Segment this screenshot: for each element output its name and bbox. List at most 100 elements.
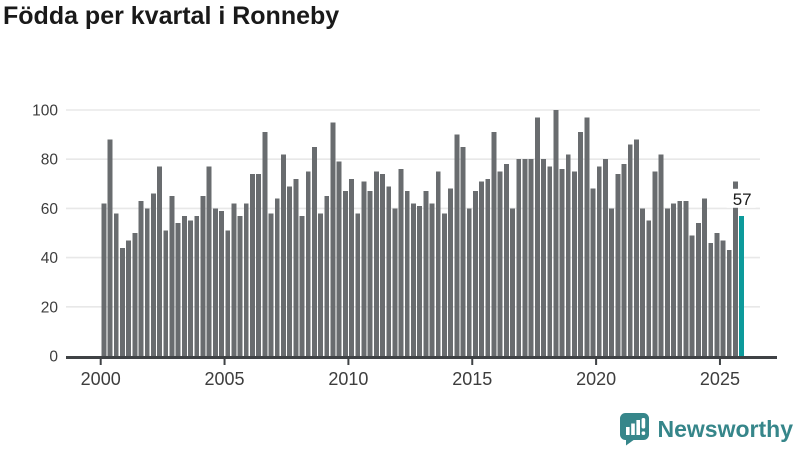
- bar: [132, 233, 138, 356]
- bar: [547, 166, 553, 356]
- bar: [194, 215, 200, 356]
- bar: [411, 203, 416, 356]
- bar: [491, 132, 497, 356]
- bar: [392, 208, 398, 356]
- bar: [157, 166, 163, 356]
- bar: [485, 178, 491, 356]
- bar: [708, 242, 714, 356]
- bar: [342, 191, 348, 356]
- bar: [361, 181, 367, 356]
- y-tick-label: 60: [41, 201, 59, 218]
- bar: [293, 178, 299, 356]
- bar: [516, 159, 522, 356]
- bar: [256, 173, 262, 356]
- bar: [596, 166, 602, 356]
- bar: [454, 134, 460, 356]
- bar: [305, 171, 311, 356]
- bar: [169, 196, 175, 356]
- bar: [150, 193, 156, 356]
- bar: [330, 122, 336, 356]
- bar: [541, 159, 546, 356]
- x-tick-label: 2005: [205, 369, 245, 389]
- bar: [423, 191, 429, 356]
- bar: [590, 188, 596, 356]
- bar: [318, 213, 324, 356]
- bar: [299, 215, 305, 356]
- bar: [113, 213, 119, 356]
- bar: [664, 208, 670, 356]
- bar: [200, 196, 206, 356]
- bar: [472, 191, 478, 356]
- bar: [429, 203, 435, 356]
- bar: [206, 166, 212, 356]
- bar: [534, 117, 540, 356]
- newsworthy-logo[interactable]: Newsworthy: [619, 412, 793, 446]
- bar: [615, 173, 621, 356]
- highlight-bar: [739, 215, 745, 356]
- bar: [349, 178, 354, 356]
- bar: [144, 208, 150, 356]
- bar: [311, 146, 317, 356]
- bar: [398, 169, 404, 356]
- bar: [460, 146, 466, 356]
- bar: [559, 169, 565, 356]
- bar: [324, 196, 330, 356]
- newsworthy-bubble-chart-icon: [619, 413, 649, 446]
- bar: [695, 223, 701, 356]
- x-tick-label: 2025: [700, 369, 740, 389]
- bar: [689, 235, 695, 356]
- bar: [188, 220, 193, 356]
- bar: [627, 144, 633, 356]
- bar: [602, 159, 608, 356]
- y-tick-label: 40: [41, 250, 59, 267]
- bar: [702, 198, 707, 356]
- bar: [503, 164, 509, 356]
- bar-series: [101, 110, 745, 356]
- x-tick-label: 2020: [576, 369, 616, 389]
- bar: [479, 181, 485, 356]
- bar: [720, 240, 726, 356]
- brand-name: Newsworthy: [657, 415, 793, 442]
- bar: [677, 201, 683, 356]
- bar: [280, 154, 286, 356]
- bar: [212, 208, 218, 356]
- bar: [714, 233, 720, 356]
- y-tick-label: 80: [41, 152, 59, 169]
- bar: [671, 203, 677, 356]
- bar: [231, 203, 237, 356]
- bar: [262, 132, 268, 356]
- bar: [225, 230, 231, 356]
- bar: [528, 159, 534, 356]
- bar: [683, 201, 689, 356]
- bar: [250, 173, 255, 356]
- bar: [181, 215, 187, 356]
- bar: [163, 230, 169, 356]
- bar: [726, 250, 732, 356]
- bar: [243, 203, 249, 356]
- bar: [658, 154, 664, 356]
- y-tick-label: 0: [49, 349, 58, 366]
- bar: [417, 205, 423, 356]
- bar: [287, 186, 293, 356]
- bar: [380, 173, 385, 356]
- bar: [565, 154, 571, 356]
- bar: [553, 110, 559, 356]
- bar: [367, 191, 373, 356]
- bar: [578, 132, 584, 356]
- bar: [510, 208, 515, 356]
- y-tick-label: 20: [41, 299, 59, 316]
- bar: [448, 188, 454, 356]
- x-tick-label: 2015: [452, 369, 492, 389]
- bar: [646, 220, 652, 356]
- bar: [441, 213, 447, 356]
- bar: [386, 186, 392, 356]
- x-tick-label: 2000: [81, 369, 121, 389]
- bar: [355, 213, 361, 356]
- bar: [336, 161, 342, 356]
- bar: [621, 164, 627, 356]
- bar: [373, 171, 379, 356]
- bar: [404, 191, 410, 356]
- bar: [584, 117, 590, 356]
